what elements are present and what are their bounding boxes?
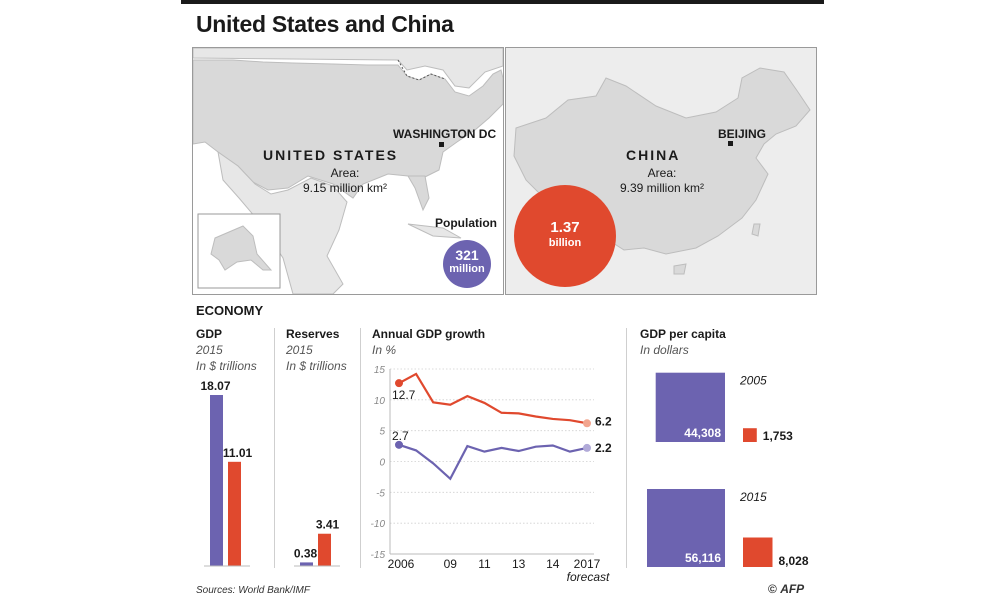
afp-credit: © AFP xyxy=(768,582,804,596)
us-population-bubble: 321 million xyxy=(443,240,491,288)
per-capita-china-square-2005 xyxy=(743,428,757,442)
sources-note: Sources: World Bank/IMF xyxy=(196,585,310,596)
growth-line-us xyxy=(398,443,588,481)
reserves-chart: 0.38 3.41 xyxy=(294,518,340,567)
gdp-bar-1 xyxy=(228,461,241,566)
economy-section-title: ECONOMY xyxy=(196,303,264,318)
gdp-chart: 18.07 11.01 xyxy=(200,379,253,567)
growth-x-tick-label: 2006 xyxy=(388,557,415,571)
reserves-year: 2015 xyxy=(286,343,313,357)
china-population-unit: billion xyxy=(548,237,582,249)
per-capita-us-square-2015 xyxy=(647,489,725,567)
us-country-name: UNITED STATES xyxy=(263,147,399,163)
gdp-year: 2015 xyxy=(196,343,223,357)
us-capital-label: WASHINGTON DC xyxy=(393,127,497,141)
growth-forecast-note: forecast xyxy=(567,570,610,584)
per-capita-china-label-2015: 8,028 xyxy=(779,554,809,568)
growth-unit: In % xyxy=(372,343,397,357)
taiwan xyxy=(751,223,761,237)
reserves-bar-1 xyxy=(318,533,331,566)
china-map-panel: CHINA Area: 9.39 million km² BEIJING 1.3… xyxy=(505,47,817,295)
china-country-name: CHINA xyxy=(626,147,681,163)
divider-3 xyxy=(626,328,627,568)
growth-y-tick-label: 5 xyxy=(379,427,385,438)
reserves-data-label-0: 0.38 xyxy=(294,546,318,560)
per-capita-us-label-2015: 56,116 xyxy=(685,551,721,565)
gdp-unit: In $ trillions xyxy=(196,359,257,373)
gdp-data-label-0: 18.07 xyxy=(200,379,230,393)
china-area: Area: 9.39 million km² xyxy=(602,166,722,196)
per-capita-china-square-2015 xyxy=(743,537,773,567)
afp-logo: AFP xyxy=(780,582,805,596)
divider-2 xyxy=(360,328,361,568)
florida xyxy=(407,175,430,212)
us-area: Area: 9.15 million km² xyxy=(285,166,405,196)
gdp-bar-0 xyxy=(210,395,223,566)
china-capital-marker xyxy=(728,141,733,146)
growth-x-tick-label: 2017 xyxy=(574,557,601,571)
us-map-panel: UNITED STATES Area: 9.15 million km² WAS… xyxy=(192,47,504,295)
per-capita-us-square-2005 xyxy=(655,372,725,442)
growth-start-label-0: 12.7 xyxy=(392,388,416,402)
us-area-label: Area: xyxy=(330,166,360,180)
us-population-number: 321 xyxy=(455,247,479,263)
growth-y-tick-label: 10 xyxy=(374,396,386,407)
gdp-data-label-1: 11.01 xyxy=(223,446,253,460)
canada-landmass xyxy=(193,48,503,89)
reserves-data-label-1: 3.41 xyxy=(316,518,340,532)
alaska-landmass xyxy=(210,225,273,271)
growth-end-label-1: 2.2 xyxy=(595,441,612,455)
per-capita-china-label-2005: 1,753 xyxy=(763,429,793,443)
reserves-unit: In $ trillions xyxy=(286,359,347,373)
per-capita-us-label-2005: 44,308 xyxy=(684,426,721,440)
copyright-symbol: © xyxy=(768,582,777,596)
per-capita-title: GDP per capita xyxy=(640,327,726,341)
per-capita-year-2005: 2005 xyxy=(739,374,767,388)
cuba-landmass xyxy=(407,223,462,239)
per-capita-chart: 44,308 1,753 2005 56,116 8,028 2015 xyxy=(647,372,809,568)
growth-end-point-0 xyxy=(583,419,591,428)
growth-y-tick-label: 0 xyxy=(379,458,385,469)
per-capita-year-2015: 2015 xyxy=(739,490,767,504)
growth-x-tick-label: 09 xyxy=(444,557,458,571)
top-rule xyxy=(181,0,824,4)
growth-x-tick-label: 13 xyxy=(512,557,526,571)
us-landmass xyxy=(193,59,503,199)
growth-start-point-0 xyxy=(395,379,403,388)
page-title: United States and China xyxy=(196,11,454,37)
growth-y-tick-label: 15 xyxy=(374,365,386,376)
growth-title: Annual GDP growth xyxy=(372,327,486,341)
growth-y-tick-label: -15 xyxy=(371,550,386,561)
lake-border-dotted xyxy=(397,59,446,81)
china-population-number: 1.37 xyxy=(550,219,580,236)
growth-start-point-1 xyxy=(395,440,403,449)
hainan xyxy=(673,263,687,275)
growth-end-point-1 xyxy=(583,443,591,452)
population-title: Population xyxy=(435,216,497,230)
growth-x-tick-label: 14 xyxy=(546,557,560,571)
reserves-bar-0 xyxy=(300,562,313,566)
growth-start-label-1: 2.7 xyxy=(392,429,409,443)
china-population-bubble: 1.37 billion xyxy=(514,185,616,287)
growth-x-tick-label: 11 xyxy=(478,557,491,571)
gdp-title: GDP xyxy=(196,327,223,341)
reserves-title: Reserves xyxy=(286,327,340,341)
per-capita-unit: In dollars xyxy=(640,343,689,357)
growth-y-tick-label: -5 xyxy=(376,488,385,499)
china-capital-label: BEIJING xyxy=(718,127,767,141)
china-area-label: Area: xyxy=(647,166,677,180)
growth-y-tick-label: -10 xyxy=(371,519,386,530)
divider-1 xyxy=(274,328,275,568)
china-area-value: 9.39 million km² xyxy=(619,181,705,195)
us-area-value: 9.15 million km² xyxy=(302,181,388,195)
us-population-unit: million xyxy=(449,263,485,275)
us-map xyxy=(193,48,503,294)
growth-line-china xyxy=(398,372,588,425)
growth-end-label-0: 6.2 xyxy=(595,414,612,428)
us-capital-marker xyxy=(439,142,444,147)
